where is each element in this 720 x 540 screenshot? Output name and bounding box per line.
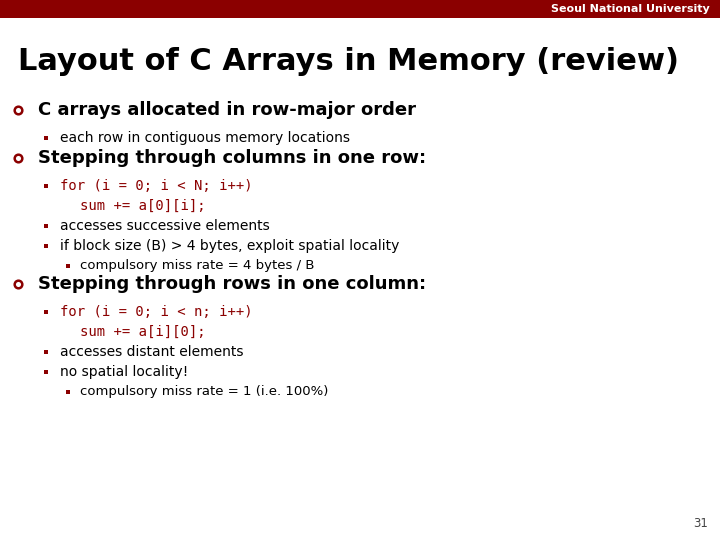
Bar <box>44 184 48 188</box>
Text: no spatial locality!: no spatial locality! <box>60 365 188 379</box>
Bar <box>66 390 70 394</box>
Bar <box>44 370 48 374</box>
Text: accesses distant elements: accesses distant elements <box>60 345 243 359</box>
Bar <box>66 264 70 268</box>
Text: 31: 31 <box>693 517 708 530</box>
Text: sum += a[i][0];: sum += a[i][0]; <box>80 325 206 339</box>
Text: if block size (B) > 4 bytes, exploit spatial locality: if block size (B) > 4 bytes, exploit spa… <box>60 239 400 253</box>
Text: for (i = 0; i < N; i++): for (i = 0; i < N; i++) <box>60 179 253 193</box>
Text: C arrays allocated in row-major order: C arrays allocated in row-major order <box>38 101 416 119</box>
Text: accesses successive elements: accesses successive elements <box>60 219 270 233</box>
Text: sum += a[0][i];: sum += a[0][i]; <box>80 199 206 213</box>
Bar <box>44 136 48 140</box>
Bar <box>0 0 720 18</box>
Text: Stepping through columns in one row:: Stepping through columns in one row: <box>38 149 426 167</box>
Text: each row in contiguous memory locations: each row in contiguous memory locations <box>60 131 350 145</box>
Text: Stepping through rows in one column:: Stepping through rows in one column: <box>38 275 426 293</box>
Bar <box>44 350 48 354</box>
Text: for (i = 0; i < n; i++): for (i = 0; i < n; i++) <box>60 305 253 319</box>
Text: Seoul National University: Seoul National University <box>552 4 710 14</box>
Bar <box>44 310 48 314</box>
Text: Layout of C Arrays in Memory (review): Layout of C Arrays in Memory (review) <box>18 48 679 77</box>
Bar <box>44 244 48 248</box>
Text: compulsory miss rate = 1 (i.e. 100%): compulsory miss rate = 1 (i.e. 100%) <box>80 386 328 399</box>
Text: compulsory miss rate = 4 bytes / B: compulsory miss rate = 4 bytes / B <box>80 260 315 273</box>
Bar <box>44 224 48 228</box>
